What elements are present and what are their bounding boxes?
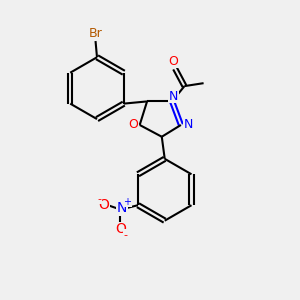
Text: O: O	[115, 222, 126, 236]
Text: Br: Br	[89, 27, 102, 40]
Text: N: N	[169, 90, 178, 103]
Text: O: O	[169, 55, 178, 68]
Text: O: O	[98, 198, 109, 212]
Text: -: -	[97, 194, 101, 204]
Text: N: N	[184, 118, 193, 131]
Text: -: -	[124, 230, 128, 240]
Text: N: N	[117, 201, 127, 215]
Text: +: +	[123, 197, 131, 207]
Text: O: O	[128, 118, 138, 131]
